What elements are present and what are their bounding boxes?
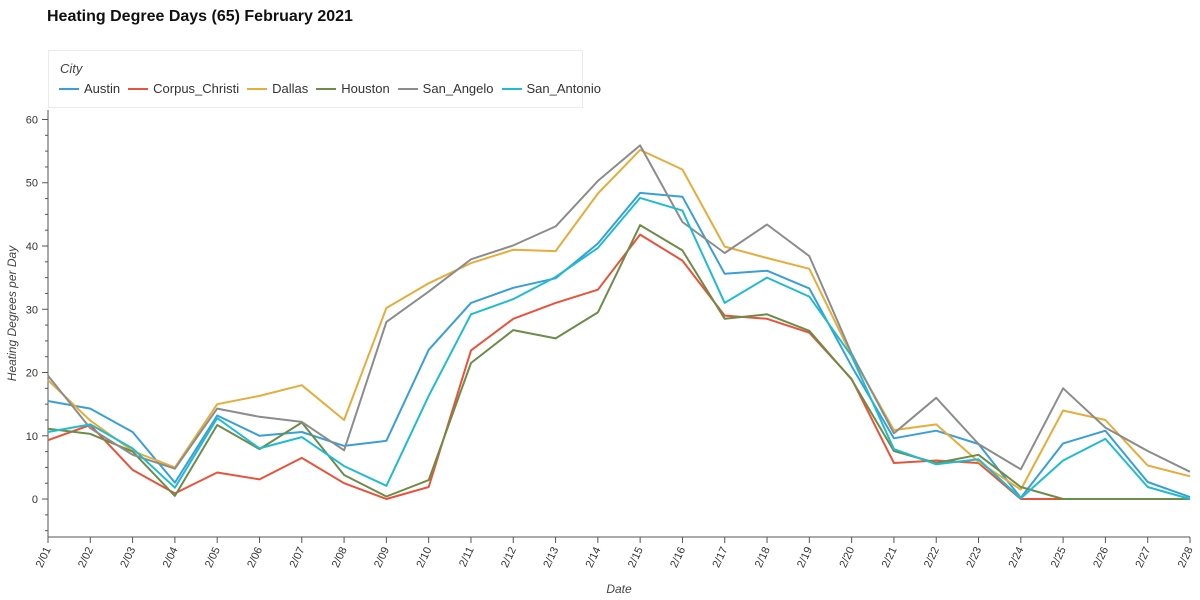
legend-swatch xyxy=(247,87,268,90)
series-line-austin xyxy=(47,191,1191,499)
legend-items: Austin Corpus_Christi Dallas Houston San_Ang… xyxy=(59,81,609,96)
x-tick-label: 2/02 xyxy=(76,545,96,569)
series-line-san-angelo xyxy=(47,144,1191,473)
legend-swatch xyxy=(397,87,418,90)
x-tick-label: 2/28 xyxy=(1176,545,1196,569)
axes xyxy=(47,110,1190,538)
x-tick-label: 2/18 xyxy=(753,545,773,569)
legend-item-san-angelo: San_Angelo xyxy=(397,81,494,96)
x-tick-label: 2/04 xyxy=(161,545,181,569)
x-tick-label: 2/07 xyxy=(288,545,308,569)
y-tick-label: 30 xyxy=(26,304,38,316)
series-line-san-antonio xyxy=(47,196,1191,500)
series-line-houston xyxy=(47,224,1190,500)
x-tick-label: 2/11 xyxy=(457,545,477,569)
x-tick-label: 2/15 xyxy=(626,545,646,569)
legend-label: Houston xyxy=(341,81,390,96)
x-tick-label: 2/22 xyxy=(922,545,942,569)
x-axis-label: Date xyxy=(606,582,632,596)
x-tick-label: 2/21 xyxy=(880,545,900,569)
legend: City Austin Corpus_Christi Dallas Houston Sa… xyxy=(48,50,601,108)
x-axis-ticks: 2/01 2/02 2/03 2/04 2/05 2/06 2/07 2/08 2/09 2/10… xyxy=(34,537,1196,570)
x-tick-label: 2/27 xyxy=(1133,545,1153,569)
x-tick-label: 2/06 xyxy=(245,545,265,569)
legend-swatch xyxy=(501,87,522,90)
x-tick-label: 2/26 xyxy=(1091,545,1111,569)
y-tick-label: 60 xyxy=(26,114,38,126)
legend-label: Austin xyxy=(84,81,121,96)
x-tick-label: 2/24 xyxy=(1007,545,1027,569)
x-tick-label: 2/01 xyxy=(34,545,54,569)
chart-title: Heating Degree Days (65) February 2021 xyxy=(47,8,353,25)
x-tick-label: 2/13 xyxy=(541,545,561,569)
series-line-corpus-christi xyxy=(47,233,1190,500)
y-tick-label: 50 xyxy=(26,178,38,190)
legend-item-houston: Houston xyxy=(316,81,390,96)
x-tick-label: 2/10 xyxy=(414,545,434,569)
y-axis-label: Heating Degrees per Day xyxy=(5,245,19,381)
y-tick-label: 10 xyxy=(26,431,38,443)
y-axis-ticks: 0 10 20 30 40 50 60 xyxy=(26,114,48,532)
legend-item-austin: Austin xyxy=(59,81,120,96)
legend-swatch xyxy=(316,87,337,90)
x-tick-label: 2/16 xyxy=(668,545,688,569)
legend-swatch xyxy=(59,87,79,90)
legend-label: Dallas xyxy=(272,81,309,96)
x-tick-label: 2/19 xyxy=(795,545,815,569)
x-tick-label: 2/12 xyxy=(499,545,519,569)
x-tick-label: 2/20 xyxy=(837,545,857,569)
legend-label: San_Angelo xyxy=(422,81,494,96)
y-tick-label: 40 xyxy=(26,241,38,253)
x-tick-label: 2/09 xyxy=(372,545,392,569)
x-tick-label: 2/23 xyxy=(964,545,984,569)
x-tick-label: 2/17 xyxy=(711,545,731,569)
series-lines xyxy=(47,144,1191,500)
legend-label: San_Antonio xyxy=(526,81,601,96)
legend-item-corpus-christi: Corpus_Christi xyxy=(128,81,239,96)
series-line-dallas xyxy=(47,148,1191,491)
legend-item-dallas: Dallas xyxy=(247,81,308,96)
x-tick-label: 2/05 xyxy=(203,545,223,569)
legend-item-san-antonio: San_Antonio xyxy=(501,81,601,96)
x-tick-label: 2/25 xyxy=(1049,545,1069,569)
legend-label: Corpus_Christi xyxy=(153,81,240,96)
y-tick-label: 20 xyxy=(26,368,38,380)
y-tick-label: 0 xyxy=(32,494,38,506)
x-tick-label: 2/03 xyxy=(118,545,138,569)
x-tick-label: 2/14 xyxy=(584,545,604,569)
legend-title: City xyxy=(60,61,83,76)
legend-swatch xyxy=(128,87,149,90)
x-tick-label: 2/08 xyxy=(330,545,350,569)
